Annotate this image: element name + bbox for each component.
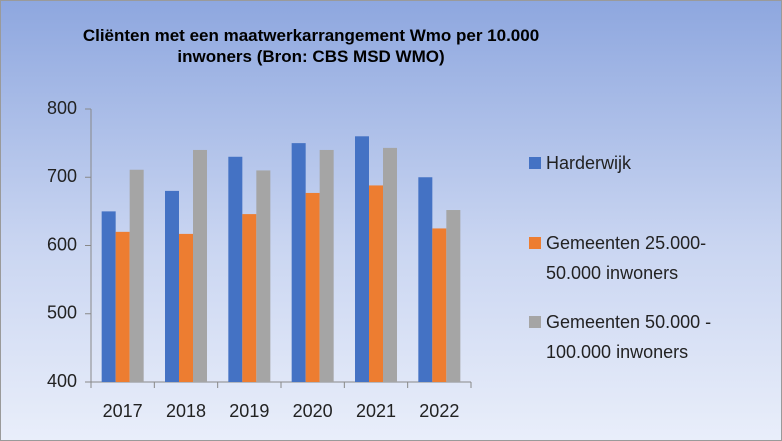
legend-item: Harderwijk xyxy=(529,148,759,178)
bar xyxy=(242,214,257,382)
x-tick-label: 2019 xyxy=(229,401,269,421)
x-tick-label: 2017 xyxy=(103,401,143,421)
bar xyxy=(193,149,207,382)
bar xyxy=(446,210,461,382)
x-tick-label: 2021 xyxy=(356,401,396,421)
bar xyxy=(115,231,130,382)
bar xyxy=(228,156,243,382)
bar xyxy=(319,149,334,382)
legend-swatch xyxy=(529,237,541,249)
bar xyxy=(418,177,433,382)
legend-swatch xyxy=(529,157,541,169)
bar xyxy=(165,190,179,382)
x-tick-label: 2022 xyxy=(419,401,459,421)
bar xyxy=(129,169,144,382)
y-tick-label: 700 xyxy=(47,166,77,186)
y-tick-label: 600 xyxy=(47,234,77,254)
legend-item: Gemeenten 25.000-50.000 inwoners xyxy=(529,228,759,288)
y-tick-label: 800 xyxy=(47,98,77,118)
legend-item: Gemeenten 50.000 - 100.000 inwoners xyxy=(529,307,759,367)
bar xyxy=(383,147,397,382)
chart-title: Cliënten met een maatwerkarrangement Wmo… xyxy=(82,26,540,66)
legend-swatch xyxy=(529,316,541,328)
bar xyxy=(369,185,383,382)
bar xyxy=(291,143,306,382)
bar xyxy=(355,136,369,382)
y-tick-label: 500 xyxy=(47,303,77,323)
y-tick-label: 400 xyxy=(47,371,77,391)
x-tick-label: 2020 xyxy=(293,401,333,421)
legend-label: Gemeenten 50.000 - 100.000 inwoners xyxy=(546,312,712,362)
bar xyxy=(256,170,271,382)
x-tick-label: 2018 xyxy=(166,401,206,421)
legend-label: Harderwijk xyxy=(546,153,632,173)
legend-label: Gemeenten 25.000-50.000 inwoners xyxy=(546,233,707,283)
bar xyxy=(179,233,193,382)
bar xyxy=(305,192,320,382)
bar xyxy=(432,228,447,382)
bar xyxy=(101,211,116,382)
